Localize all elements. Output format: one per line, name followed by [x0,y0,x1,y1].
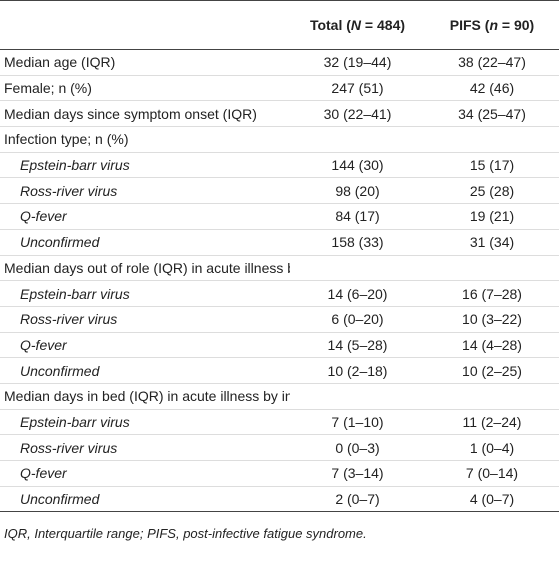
pifs-cell: 38 (22–47) [425,49,559,76]
row-label: Ross-river virus [0,177,290,205]
total-cell: 2 (0–7) [290,486,425,513]
total-cell: 0 (0–3) [290,434,425,461]
header-text: PIFS ( [449,17,490,33]
table-row: Median days out of role (IQR) in acute i… [0,255,559,282]
row-label: Epstein-barr virus [0,280,290,307]
row-label: Infection type; n (%) [0,126,290,153]
pifs-cell [425,255,559,282]
table-row: Q-fever 14 (5–28) 14 (4–28) [0,332,559,359]
total-cell: 7 (3–14) [290,460,425,487]
table-row: Epstein-barr virus 14 (6–20) 16 (7–28) [0,280,559,307]
row-label: Epstein-barr virus [0,409,290,436]
pifs-cell [425,383,559,410]
pifs-cell: 7 (0–14) [425,460,559,487]
pifs-cell: 10 (2–25) [425,357,559,384]
table-row: Infection type; n (%) [0,126,559,153]
table-row: Median age (IQR) 32 (19–44) 38 (22–47) [0,49,559,76]
total-cell: 98 (20) [290,177,425,205]
row-label: Median days in bed (IQR) in acute illnes… [0,383,290,410]
table-row: Median days in bed (IQR) in acute illnes… [0,383,559,410]
table-row: Median days since symptom onset (IQR) 30 … [0,100,559,128]
row-label: Female; n (%) [0,75,290,102]
pifs-cell: 25 (28) [425,177,559,205]
header-cell: Total (N = 484) [290,0,425,50]
pifs-cell: 16 (7–28) [425,280,559,307]
footnote: IQR, Interquartile range; PIFS, post-inf… [4,526,367,542]
table-body: Median age (IQR) 32 (19–44) 38 (22–47) Fema… [0,49,559,513]
table-row: Epstein-barr virus 144 (30) 15 (17) [0,152,559,179]
total-cell: 30 (22–41) [290,100,425,128]
row-label: Unconfirmed [0,229,290,256]
data-table: Total (N = 484) PIFS (n = 90) Median age… [0,0,559,513]
table-row: Unconfirmed 158 (33) 31 (34) [0,229,559,256]
header-cell: PIFS (n = 90) [425,0,559,50]
table-row: Ross-river virus 6 (0–20) 10 (3–22) [0,306,559,333]
pifs-cell: 14 (4–28) [425,332,559,359]
total-cell [290,255,425,282]
header-var: n [489,17,499,33]
header-text: Total ( [309,17,351,33]
table-row: Unconfirmed 2 (0–7) 4 (0–7) [0,486,559,513]
row-label: Median days since symptom onset (IQR) [0,100,290,128]
pifs-cell: 34 (25–47) [425,100,559,128]
row-label: Q-fever [0,460,290,487]
table-row: Q-fever 7 (3–14) 7 (0–14) [0,460,559,487]
row-label: Unconfirmed [0,357,290,384]
row-label: Ross-river virus [0,434,290,461]
row-label: Ross-river virus [0,306,290,333]
total-cell: 10 (2–18) [290,357,425,384]
table-row: Epstein-barr virus 7 (1–10) 11 (2–24) [0,409,559,436]
pifs-cell: 10 (3–22) [425,306,559,333]
table-header: Total (N = 484) PIFS (n = 90) [0,0,559,50]
table-row: Female; n (%) 247 (51) 42 (46) [0,75,559,102]
pifs-cell: 11 (2–24) [425,409,559,436]
total-cell: 6 (0–20) [290,306,425,333]
table-row: Ross-river virus 0 (0–3) 1 (0–4) [0,434,559,461]
row-label: Median age (IQR) [0,49,290,76]
header-text: = 90) [498,17,535,33]
table-row: Q-fever 84 (17) 19 (21) [0,203,559,230]
table-row: Unconfirmed 10 (2–18) 10 (2–25) [0,357,559,384]
row-label: Median days out of role (IQR) in acute i… [0,255,290,282]
header-cell [0,0,290,50]
total-cell: 14 (6–20) [290,280,425,307]
header-row: Total (N = 484) PIFS (n = 90) [0,0,559,50]
total-cell: 158 (33) [290,229,425,256]
total-cell: 144 (30) [290,152,425,179]
pifs-cell: 19 (21) [425,203,559,230]
pifs-cell: 1 (0–4) [425,434,559,461]
pifs-cell: 15 (17) [425,152,559,179]
total-cell: 14 (5–28) [290,332,425,359]
total-cell [290,126,425,153]
total-cell [290,383,425,410]
header-text: = 484) [361,17,406,33]
row-label: Q-fever [0,332,290,359]
pifs-cell: 31 (34) [425,229,559,256]
table-row: Ross-river virus 98 (20) 25 (28) [0,177,559,205]
pifs-cell: 42 (46) [425,75,559,102]
total-cell: 84 (17) [290,203,425,230]
row-label: Unconfirmed [0,486,290,513]
pifs-cell [425,126,559,153]
row-label: Q-fever [0,203,290,230]
pifs-cell: 4 (0–7) [425,486,559,513]
header-var: N [350,17,362,33]
row-label: Epstein-barr virus [0,152,290,179]
total-cell: 247 (51) [290,75,425,102]
total-cell: 7 (1–10) [290,409,425,436]
total-cell: 32 (19–44) [290,49,425,76]
